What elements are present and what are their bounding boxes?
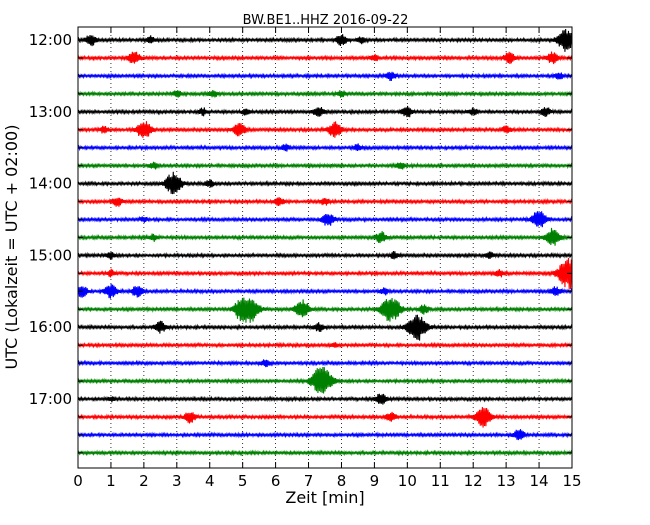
trace-1400 (77, 171, 573, 195)
trace-1745 (77, 449, 573, 457)
trace-1715 (77, 407, 573, 428)
x-tick-label-5: 5 (238, 472, 248, 490)
y-tick-label-1: 13:00 (29, 103, 72, 121)
trace-1315 (77, 121, 573, 138)
x-tick-label-2: 2 (139, 472, 149, 490)
y-tick-label-5: 17:00 (29, 390, 72, 408)
trace-1515 (77, 258, 573, 289)
x-tick-label-4: 4 (205, 472, 215, 490)
trace-1430 (77, 211, 573, 228)
trace-1330 (77, 143, 573, 152)
x-tick-label-10: 10 (398, 472, 417, 490)
trace-1415 (77, 197, 573, 207)
trace-1200 (77, 29, 573, 52)
trace-1215 (77, 51, 573, 65)
trace-1445 (77, 227, 573, 246)
y-tick-label-4: 16:00 (29, 318, 72, 336)
y-axis-label: UTC (Lokalzeit = UTC + 02:00) (2, 125, 21, 370)
y-tick-label-0: 12:00 (29, 31, 72, 49)
trace-1245 (77, 90, 573, 98)
x-tick-label-1: 1 (106, 472, 116, 490)
trace-1300 (77, 105, 573, 118)
trace-1645 (77, 366, 573, 394)
x-axis-ticks: 0 1 2 3 4 5 6 7 8 9 10 11 12 13 14 15 (73, 27, 582, 490)
trace-1615 (77, 341, 573, 349)
x-tick-label-14: 14 (530, 472, 549, 490)
x-tick-label-11: 11 (431, 472, 450, 490)
vertical-grid (110, 27, 540, 468)
trace-1700 (77, 393, 573, 405)
y-tick-label-2: 14:00 (29, 175, 72, 193)
trace-1630 (77, 359, 573, 368)
x-axis-label: Zeit [min] (285, 488, 364, 507)
trace-1545 (77, 297, 573, 323)
trace-1345 (77, 161, 573, 170)
x-tick-label-12: 12 (464, 472, 483, 490)
trace-group (77, 29, 573, 457)
trace-1530 (77, 283, 573, 299)
plot-frame (77, 26, 573, 469)
trace-1600 (77, 314, 573, 341)
x-tick-label-6: 6 (271, 472, 281, 490)
x-tick-label-0: 0 (73, 472, 83, 490)
x-tick-label-9: 9 (370, 472, 380, 490)
y-axis-ticks: 12:00 13:00 14:00 15:00 16:00 17:00 (29, 31, 572, 454)
x-tick-label-8: 8 (337, 472, 347, 490)
y-tick-label-3: 15:00 (29, 246, 72, 264)
trace-1730 (77, 429, 573, 441)
x-tick-label-15: 15 (562, 472, 581, 490)
trace-1230 (77, 71, 573, 81)
x-tick-label-3: 3 (172, 472, 182, 490)
x-tick-label-7: 7 (304, 472, 314, 490)
trace-1500 (77, 251, 573, 260)
x-tick-label-13: 13 (497, 472, 516, 490)
chart-title: BW.BE1..HHZ 2016-09-22 (243, 13, 409, 28)
